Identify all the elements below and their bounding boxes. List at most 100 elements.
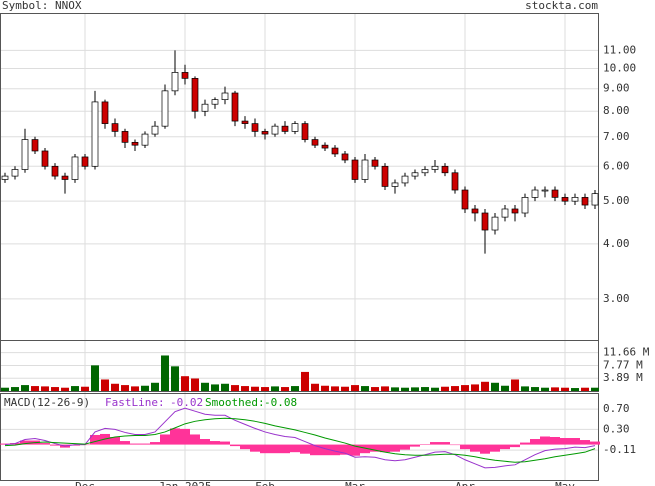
histogram-bar (160, 434, 170, 445)
y-tick-label: 9.00 (603, 82, 630, 95)
candle-body (501, 208, 509, 218)
volume-bar (71, 386, 79, 391)
histogram-bar (390, 444, 400, 452)
histogram-bar (270, 444, 280, 454)
volume-bar (451, 386, 459, 391)
histogram-bar (490, 444, 500, 452)
volume-bar (531, 387, 539, 391)
price-frame (0, 13, 599, 341)
candle-body (451, 172, 459, 191)
x-tick-label: Mar (345, 480, 365, 486)
candle-body (511, 208, 519, 214)
histogram-bar (250, 444, 260, 452)
candle-body (471, 208, 479, 214)
histogram-bar (290, 444, 300, 453)
candle-body (361, 159, 369, 180)
volume-bar (511, 379, 519, 391)
volume-bar (371, 387, 379, 391)
candle-body (171, 72, 179, 92)
volume-bar (571, 388, 579, 391)
y-tick-label: 8.00 (603, 104, 630, 117)
candle-body (391, 182, 399, 187)
histogram-bar (550, 437, 560, 445)
histogram-bar (470, 444, 480, 452)
candle-body (151, 125, 159, 135)
volume-bar (161, 355, 169, 391)
candle-body (51, 165, 59, 177)
volume-bar (21, 385, 29, 391)
candle-body (571, 197, 579, 202)
candle-body (251, 123, 259, 132)
volume-bar (351, 385, 359, 391)
volume-bar (481, 381, 489, 391)
histogram-bar (320, 444, 330, 456)
candle-body (481, 212, 489, 231)
volume-bar (521, 386, 529, 391)
candle-body (71, 156, 79, 180)
candle-body (231, 92, 239, 122)
histogram-bar (20, 440, 30, 445)
candle-body (341, 153, 349, 161)
histogram-bar (500, 444, 510, 450)
histogram-bar (150, 442, 160, 445)
macd-line (4, 407, 596, 469)
histogram-bar (280, 444, 290, 454)
volume-bar (561, 387, 569, 391)
histogram-bar (230, 444, 240, 447)
histogram-bar (70, 444, 80, 446)
histogram-bar (310, 444, 320, 456)
histogram-bar (260, 444, 270, 454)
x-tick-label: Jan 2025 (159, 480, 212, 486)
volume-bar (311, 383, 319, 391)
volume-bar (131, 386, 139, 391)
candle-body (411, 172, 419, 177)
histogram-bar (200, 439, 210, 445)
candle-body (131, 141, 139, 146)
candle-body (121, 131, 129, 143)
histogram-bar (380, 444, 390, 453)
histogram-bar (180, 428, 190, 445)
candle-body (41, 150, 49, 167)
candle-body (331, 147, 339, 155)
histogram-bar (210, 441, 220, 445)
volume-bar (41, 386, 49, 391)
y-tick-label: 7.77 M (603, 358, 643, 371)
candle-body (81, 156, 89, 167)
histogram-bar (530, 439, 540, 445)
source: stockta.com (525, 0, 598, 12)
volume-bar (391, 387, 399, 391)
volume-bar (81, 386, 89, 391)
histogram-bar (190, 434, 200, 445)
histogram-bar (440, 442, 450, 445)
histogram-bar (520, 442, 530, 445)
volume-bar (231, 385, 239, 391)
histogram-bar (50, 444, 60, 446)
volume-bar (181, 376, 189, 391)
volume-bar (191, 378, 199, 391)
candle-body (221, 92, 229, 101)
volume-bar (171, 366, 179, 391)
candle-body (461, 189, 469, 210)
histogram-bar (410, 444, 420, 447)
histogram-bar (240, 444, 250, 450)
candle-body (321, 144, 329, 149)
y-tick-label: 4.00 (603, 237, 630, 250)
histogram-bar (350, 444, 360, 456)
candle-body (241, 120, 249, 124)
volume-bar (441, 386, 449, 391)
candle-body (581, 197, 589, 206)
candle-body (551, 189, 559, 198)
volume-bar (151, 382, 159, 391)
histogram-bar (330, 444, 340, 456)
candle-body (591, 193, 599, 206)
histogram-bar (580, 440, 590, 445)
volume-frame (0, 340, 599, 392)
x-tick-label: Apr (455, 480, 475, 486)
volume-bar (431, 387, 439, 391)
macd-line (4, 417, 596, 463)
histogram-bar (510, 444, 520, 448)
candle-body (301, 123, 309, 140)
histogram-bar (0, 443, 10, 445)
candle-body (291, 123, 299, 132)
volume-bar (341, 386, 349, 391)
